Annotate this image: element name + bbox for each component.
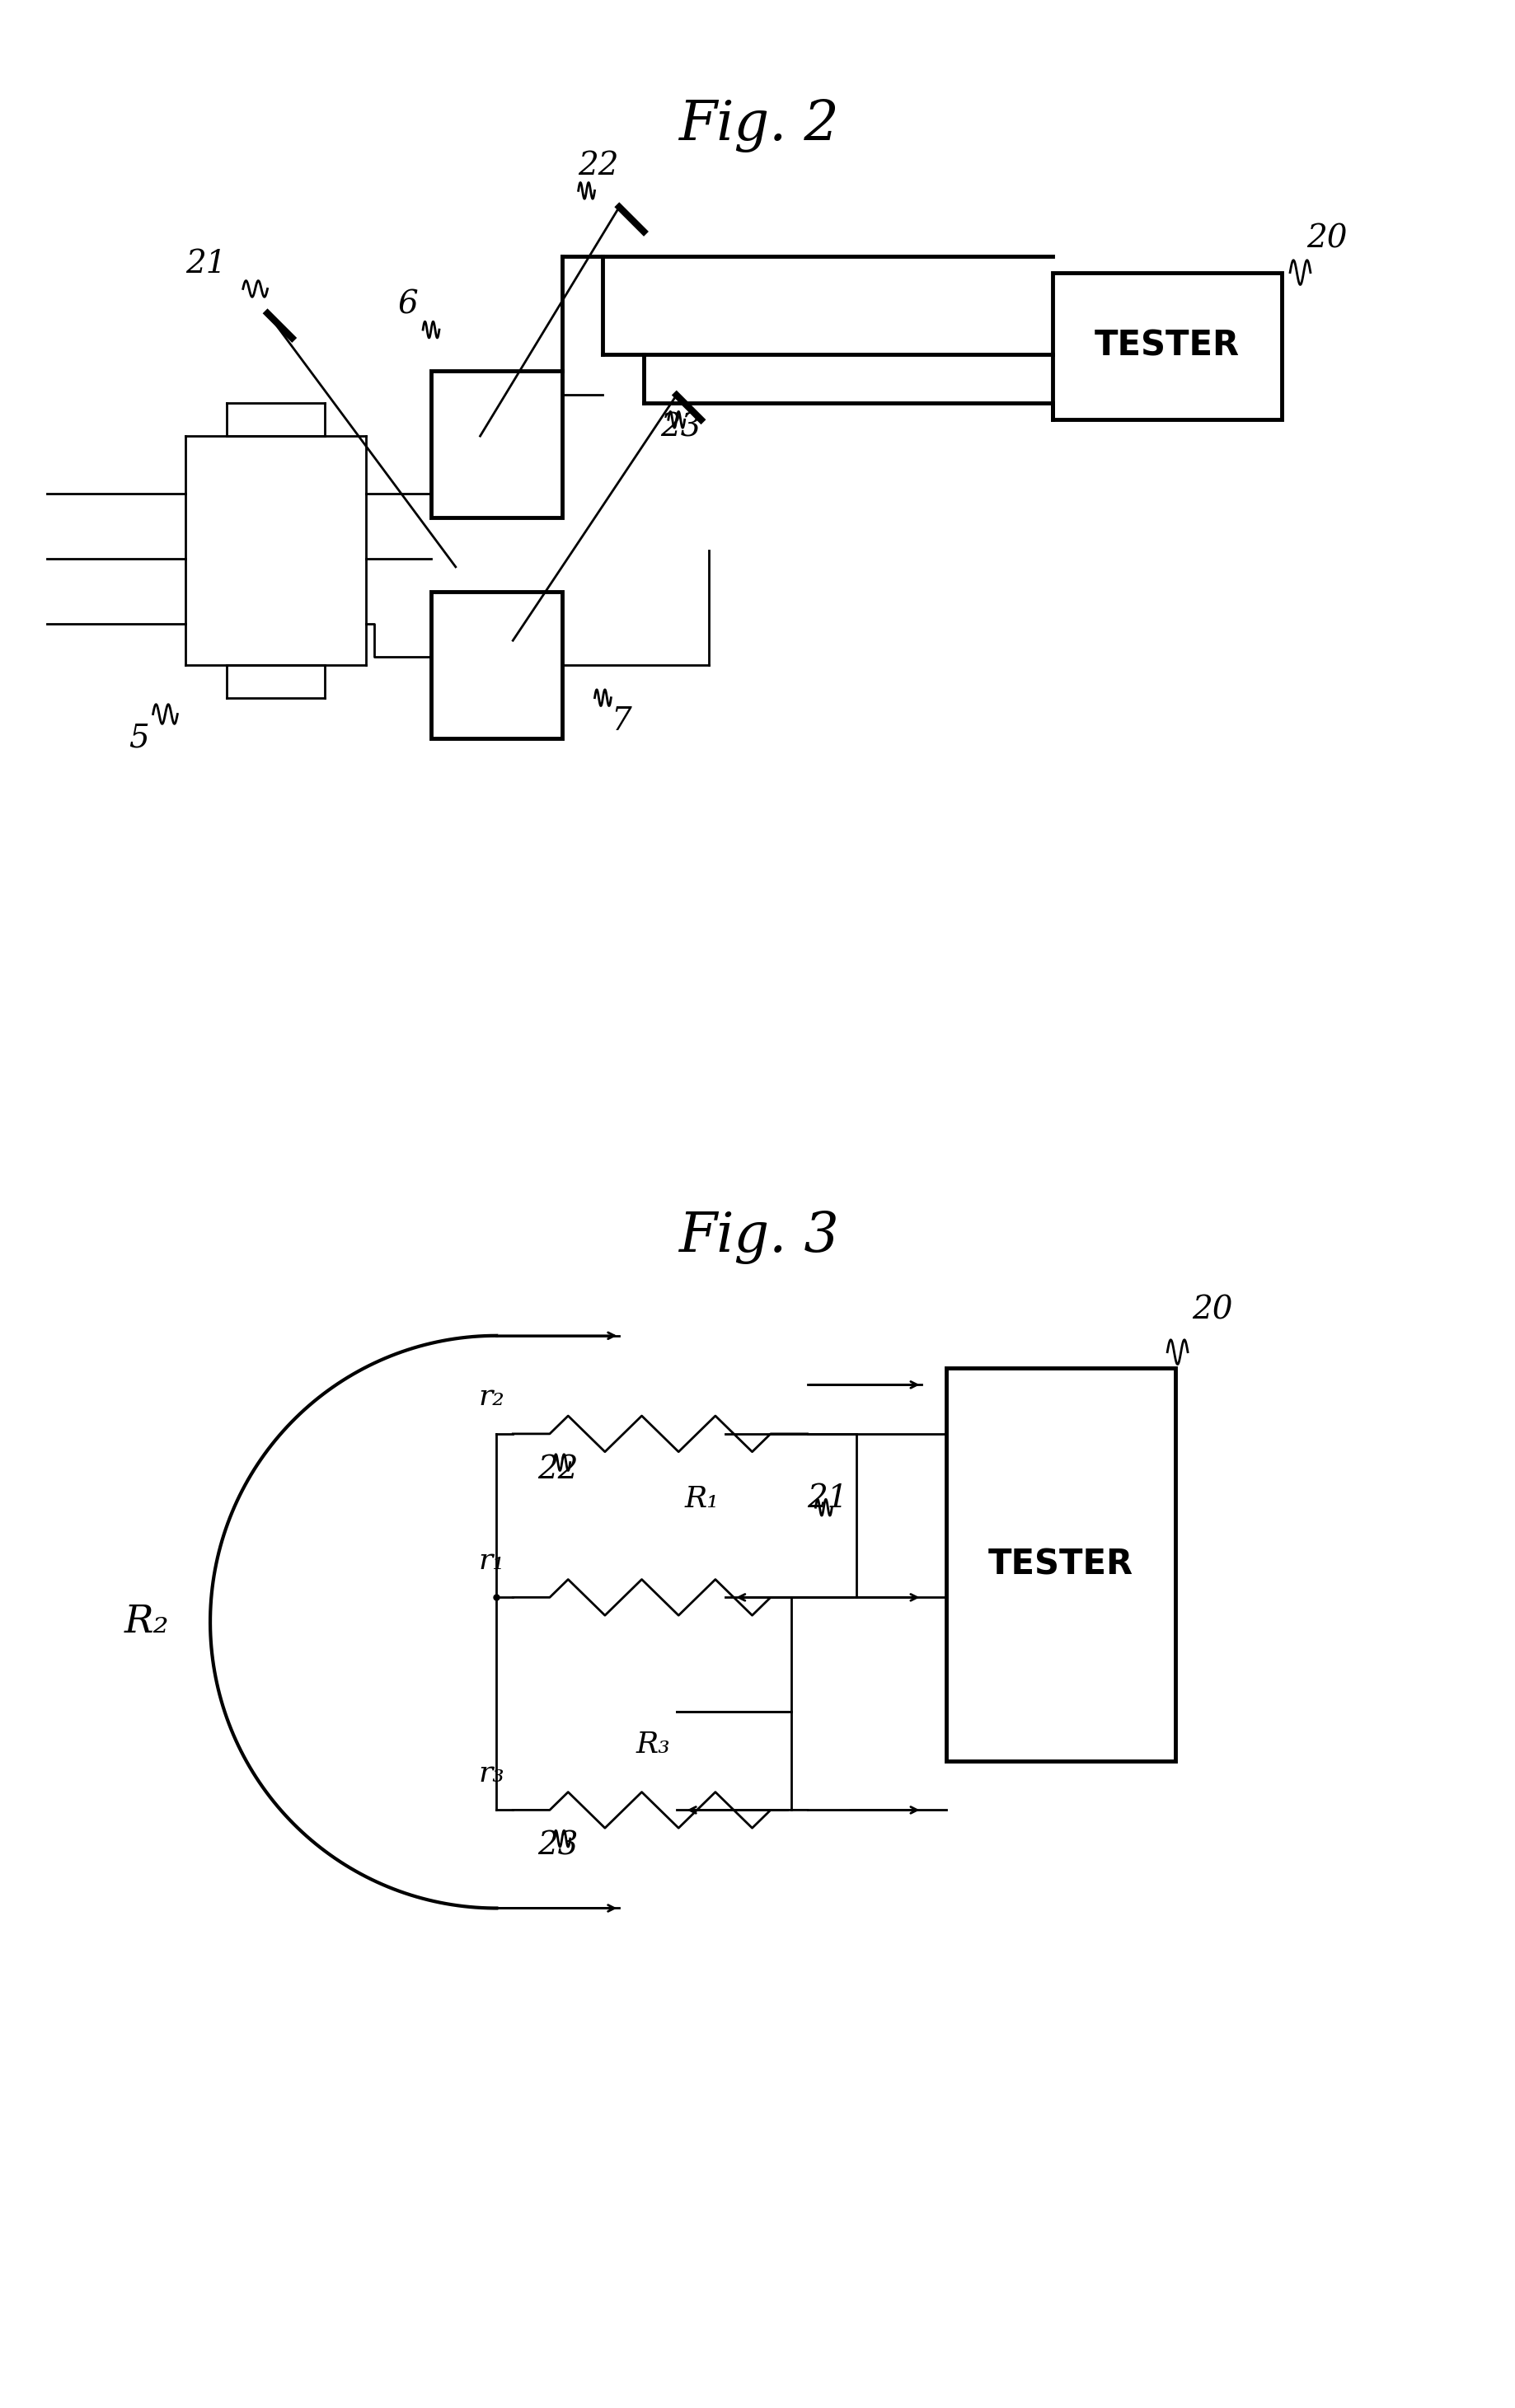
Text: 21: 21 (186, 248, 227, 279)
Text: 7: 7 (611, 706, 632, 737)
Text: 22: 22 (538, 1454, 579, 1486)
Text: 23: 23 (661, 412, 701, 443)
Bar (947, 1368, 1176, 1760)
Text: r₂: r₂ (479, 1382, 504, 1411)
Text: r₃: r₃ (479, 1760, 504, 1787)
Text: 23: 23 (538, 1830, 579, 1861)
Text: 20: 20 (1192, 1296, 1233, 1327)
Text: Fig. 3: Fig. 3 (679, 1211, 839, 1264)
Text: R₂: R₂ (124, 1604, 170, 1640)
Text: 20: 20 (1306, 224, 1347, 255)
Text: TESTER: TESTER (988, 1548, 1133, 1582)
Text: TESTER: TESTER (1095, 330, 1239, 364)
Text: 22: 22 (579, 149, 620, 181)
Text: 6: 6 (398, 289, 418, 320)
Bar (1053, 272, 1282, 419)
Text: r₁: r₁ (479, 1546, 504, 1575)
Bar (432, 371, 562, 518)
Text: 5: 5 (129, 722, 148, 754)
Text: Fig. 2: Fig. 2 (679, 99, 839, 152)
Text: R₃: R₃ (636, 1731, 670, 1758)
Text: R₁: R₁ (685, 1486, 720, 1512)
Text: 21: 21 (807, 1483, 848, 1515)
Bar (432, 592, 562, 739)
